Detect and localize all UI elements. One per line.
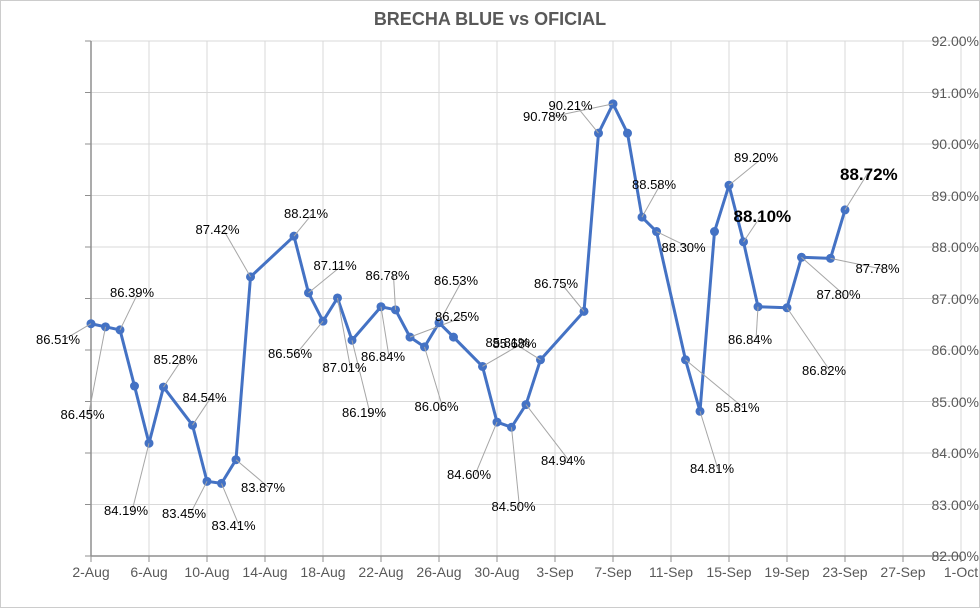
y-tick-label: 86.00% <box>899 342 979 358</box>
data-point-label: 83.87% <box>241 480 285 495</box>
data-point-label: 87.01% <box>323 360 367 375</box>
y-tick-label: 92.00% <box>899 33 979 49</box>
data-point-label: 88.58% <box>632 177 676 192</box>
data-point-label: 87.78% <box>856 261 900 276</box>
data-point-label: 84.50% <box>492 499 536 514</box>
data-point-label: 86.19% <box>342 405 386 420</box>
data-point-label: 88.10% <box>734 207 792 227</box>
x-tick-label: 11-Sep <box>649 564 693 580</box>
x-tick-label: 6-Aug <box>130 564 167 580</box>
data-point-label: 86.84% <box>728 332 772 347</box>
x-tick-label: 10-Aug <box>184 564 229 580</box>
x-tick-label: 1-Oct <box>944 564 978 580</box>
x-tick-label: 22-Aug <box>358 564 403 580</box>
y-tick-label: 89.00% <box>899 188 979 204</box>
x-tick-label: 26-Aug <box>416 564 461 580</box>
y-tick-label: 82.00% <box>899 548 979 564</box>
x-tick-label: 27-Sep <box>880 564 925 580</box>
y-tick-label: 88.00% <box>899 239 979 255</box>
x-tick-label: 30-Aug <box>474 564 519 580</box>
y-tick-label: 87.00% <box>899 291 979 307</box>
data-point-label: 87.42% <box>196 222 240 237</box>
data-point-label: 86.56% <box>268 346 312 361</box>
data-point-label: 86.75% <box>534 276 578 291</box>
x-tick-label: 2-Aug <box>72 564 109 580</box>
y-tick-label: 85.00% <box>899 394 979 410</box>
data-point-label: 84.81% <box>690 461 734 476</box>
y-tick-label: 83.00% <box>899 497 979 513</box>
data-point-label: 86.39% <box>110 285 154 300</box>
data-point-label: 85.28% <box>154 352 198 367</box>
data-point-label: 85.81% <box>486 335 530 350</box>
y-tick-label: 91.00% <box>899 85 979 101</box>
data-point-label: 90.78% <box>523 109 567 124</box>
data-point-label: 86.06% <box>415 399 459 414</box>
data-point-label: 86.53% <box>434 273 478 288</box>
data-point-label: 87.11% <box>314 258 357 273</box>
x-tick-label: 3-Sep <box>536 564 573 580</box>
x-tick-label: 7-Sep <box>594 564 631 580</box>
data-point-label: 84.54% <box>183 390 227 405</box>
data-point-label: 86.25% <box>435 309 479 324</box>
x-tick-label: 15-Sep <box>706 564 751 580</box>
data-point-label: 86.82% <box>802 363 846 378</box>
y-tick-label: 90.00% <box>899 136 979 152</box>
data-point-label: 86.84% <box>361 349 405 364</box>
x-tick-label: 19-Sep <box>764 564 809 580</box>
data-point-label: 84.94% <box>541 453 585 468</box>
data-point-label: 86.51% <box>36 332 80 347</box>
x-tick-label: 23-Sep <box>822 564 867 580</box>
x-tick-label: 14-Aug <box>242 564 287 580</box>
x-tick-label: 18-Aug <box>300 564 345 580</box>
data-point-label: 88.21% <box>284 206 328 221</box>
data-point-label: 83.41% <box>212 518 256 533</box>
data-point-label: 86.45% <box>61 407 105 422</box>
data-point-label: 87.80% <box>817 287 861 302</box>
chart-container: BRECHA BLUE vs OFICIAL 82.00%83.00%84.00… <box>0 0 980 608</box>
data-point-label: 88.72% <box>840 165 898 185</box>
data-point-label: 84.60% <box>447 467 491 482</box>
data-point-label: 85.81% <box>716 400 760 415</box>
data-point-label: 88.30% <box>662 240 706 255</box>
data-point-label: 83.45% <box>162 506 206 521</box>
data-point-label: 89.20% <box>734 150 778 165</box>
data-point-label: 84.19% <box>104 503 148 518</box>
y-tick-label: 84.00% <box>899 445 979 461</box>
data-point-label: 86.78% <box>366 268 410 283</box>
